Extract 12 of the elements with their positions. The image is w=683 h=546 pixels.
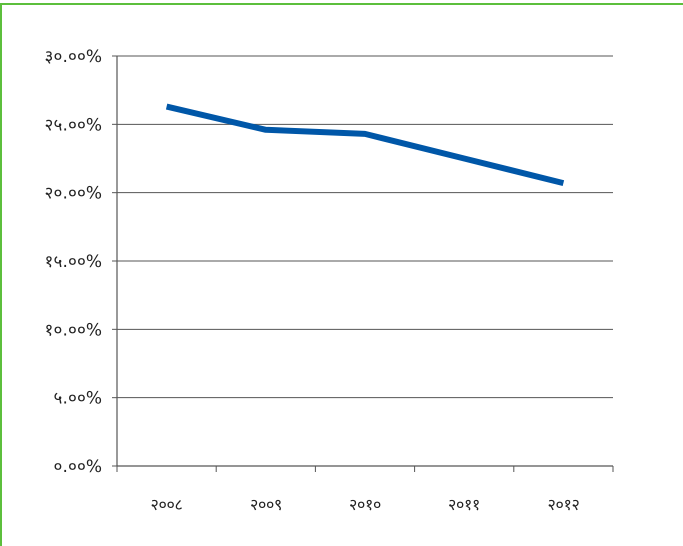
y-tick-label: १०.००% bbox=[44, 320, 102, 340]
x-tick-label: २०१० bbox=[349, 495, 381, 514]
y-tick-label: २०.००% bbox=[44, 184, 102, 204]
y-tick-label: ०.००% bbox=[53, 457, 102, 477]
y-tick-label: ५.००% bbox=[53, 388, 102, 409]
x-tick-label: २००८ bbox=[150, 495, 183, 514]
x-tick-label: २०१२ bbox=[547, 495, 580, 514]
y-tick-label: २५.००% bbox=[44, 115, 102, 136]
y-tick-label: १५.००% bbox=[44, 252, 102, 272]
x-tick-label: २००९ bbox=[250, 495, 282, 514]
x-tick-label: २०११ bbox=[448, 495, 480, 514]
y-tick-label: ३०.००% bbox=[44, 47, 102, 67]
